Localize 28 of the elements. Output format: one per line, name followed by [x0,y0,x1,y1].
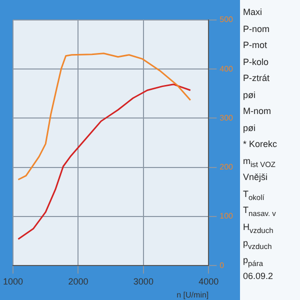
text: p$_{pára}$ [243,254,264,268]
y-tick-label: 300 [220,113,234,122]
text: P-ztrát [243,72,271,85]
x-tick-label: 1000 [2,276,24,286]
text: pøi [243,122,257,135]
x-tick-label: 3000 [133,276,154,286]
text: 06.09.2 [243,270,274,283]
text: m$_{ist VOZ}$ [243,154,277,169]
text: Vnějši [243,171,269,184]
text: Maxi [243,6,264,19]
y-tick-label: 500 [220,15,234,24]
text: H$_{vzduch}$ [243,220,274,235]
text: p$_{vzduch}$ [243,237,273,252]
x-axis-title: n [U/min] [176,290,209,300]
text: T$_{nasav. v}$ [243,204,277,218]
y-tick-label: 200 [220,162,234,172]
text: P-mot [243,39,268,52]
y-tick-label: 100 [220,212,234,221]
text: M-nom [243,105,272,118]
text: pøi [243,88,257,102]
y-tick-label: 0 [220,260,225,270]
x-tick-label: 2000 [68,276,88,286]
x-tick-label: 4000 [198,276,219,286]
text: T$_{okolí}$ [243,188,266,202]
text: P-nom [243,22,271,36]
y-tick-label: 400 [220,64,234,74]
text: * Korekc [243,138,278,151]
text: P-kolo [243,56,270,68]
